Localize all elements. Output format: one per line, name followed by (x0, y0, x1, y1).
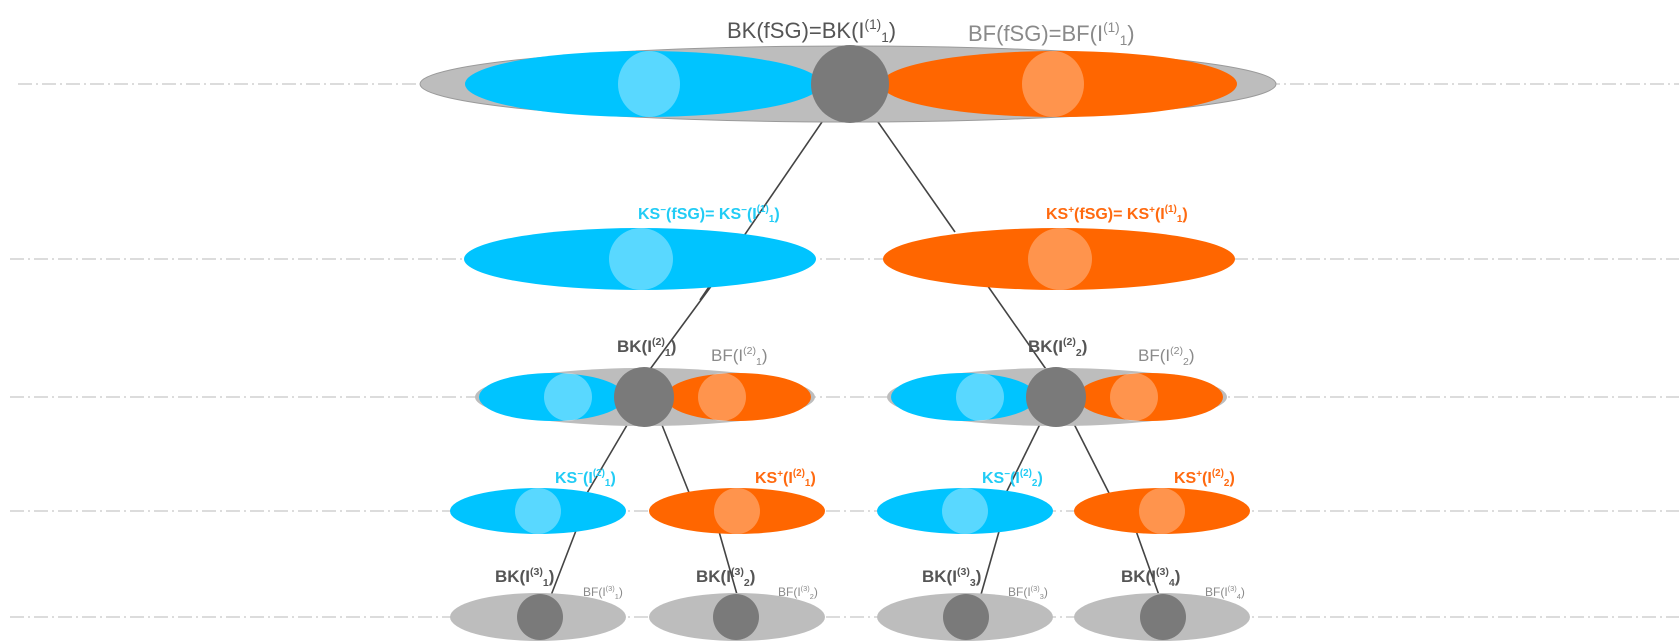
ks-plus-root-ellipse (883, 228, 1235, 290)
edge-ksp1-leaf2 (717, 527, 739, 599)
node-l2-1-orange-highlight (698, 373, 746, 421)
edge-n1-ksp1 (659, 419, 691, 496)
l3-bf-4-label: BF(I(3)4) (1205, 584, 1245, 601)
ks-plus-1-label: KS+(I(2)1) (755, 468, 816, 489)
root-blue-lobe (465, 51, 821, 117)
edge-n2-ksm2 (1004, 419, 1043, 496)
node-l2-2-blue-highlight (956, 373, 1004, 421)
leaf-3-circle (943, 594, 989, 640)
tree-edges (549, 121, 1161, 599)
ks-minus-root-ellipse (464, 228, 816, 290)
node-l2-1-orange (665, 373, 811, 421)
ks-plus-1-ellipse (649, 488, 825, 534)
leaf-1-circle (517, 594, 563, 640)
ks-minus-2-ellipse (877, 488, 1053, 534)
ks-plus-1-highlight (714, 488, 760, 534)
ks-minus-1-highlight (515, 488, 561, 534)
edge-ksm1-leaf1 (549, 527, 578, 599)
node-l2-2-orange (1077, 373, 1223, 421)
node-l2-1-blue-highlight (544, 373, 592, 421)
l3-bk-1-label: BK(I(3)1) (495, 566, 554, 589)
ks-minus-2-highlight (942, 488, 988, 534)
edge-n1-ksm1 (579, 419, 631, 506)
ks-minus-root-highlight (609, 228, 673, 290)
root-node-circle (811, 45, 889, 123)
l3-bk-3-label: BK(I(3)3) (922, 566, 981, 589)
ks-plus-root-highlight (1028, 228, 1092, 290)
l3-bf-2-label: BF(I(3)2) (778, 584, 818, 601)
ks-plus-2-ellipse (1074, 488, 1250, 534)
root-blue-highlight (618, 51, 680, 117)
leaf-nodes-group (450, 593, 1250, 641)
l3-bf-3-label: BF(I(3)3) (1008, 584, 1048, 601)
l2-bf-2-label: BF(I(2)2) (1138, 345, 1195, 368)
l3-bk-2-label: BK(I(3)2) (696, 566, 755, 589)
l3-bf-1-label: BF(I(3)1) (583, 584, 623, 601)
edge-root-right (877, 121, 956, 233)
root-bf-label: BF(fSG)=BF(I(1)1) (968, 20, 1135, 48)
leaf-4-circle (1140, 594, 1186, 640)
root-orange-highlight (1022, 51, 1084, 117)
ks-plus-root-label: KS+(fSG)= KS+(I(1)1) (1046, 204, 1188, 225)
node-l2-2-circle (1026, 367, 1086, 427)
ks-minus-1-ellipse (450, 488, 626, 534)
ks-minus-root-label: KS−(fSG)= KS−(I(1)1) (638, 204, 780, 225)
ks-minus-1-label: KS−(I(2)1) (555, 468, 616, 489)
node-l2-2-group (887, 367, 1227, 427)
edge-ksr-node2 (984, 281, 1049, 373)
root-orange-lobe (881, 51, 1237, 117)
node-l2-1-circle (614, 367, 674, 427)
level-guides (10, 83, 1679, 618)
ks-level2-group (450, 488, 1250, 534)
edge-n2-ksp2 (1071, 419, 1111, 496)
node-l2-1-group (475, 367, 815, 427)
edge-ksp2-leaf4 (1134, 527, 1161, 599)
l2-bf-1-label: BF(I(2)1) (711, 345, 768, 368)
l3-bk-4-label: BK(I(3)4) (1121, 566, 1180, 589)
ks-plus-2-highlight (1139, 488, 1185, 534)
node-l2-2-blue (891, 373, 1037, 421)
edge-ksm2-leaf3 (979, 527, 1001, 599)
node-l2-1-blue (479, 373, 625, 421)
l2-bk-1-label: BK(I(2)1) (617, 336, 676, 359)
ks-root-group (464, 228, 1235, 290)
ks-minus-2-label: KS−(I(2)2) (982, 468, 1043, 489)
root-node-group (419, 45, 1277, 123)
node-l2-2-orange-highlight (1110, 373, 1158, 421)
edge-ksl-node1 (647, 284, 713, 373)
ks-plus-2-label: KS+(I(2)2) (1174, 468, 1235, 489)
root-bk-label: BK(fSG)=BK(I(1)1) (727, 17, 896, 45)
l2-bk-2-label: BK(I(2)2) (1028, 336, 1087, 359)
leaf-2-circle (713, 594, 759, 640)
